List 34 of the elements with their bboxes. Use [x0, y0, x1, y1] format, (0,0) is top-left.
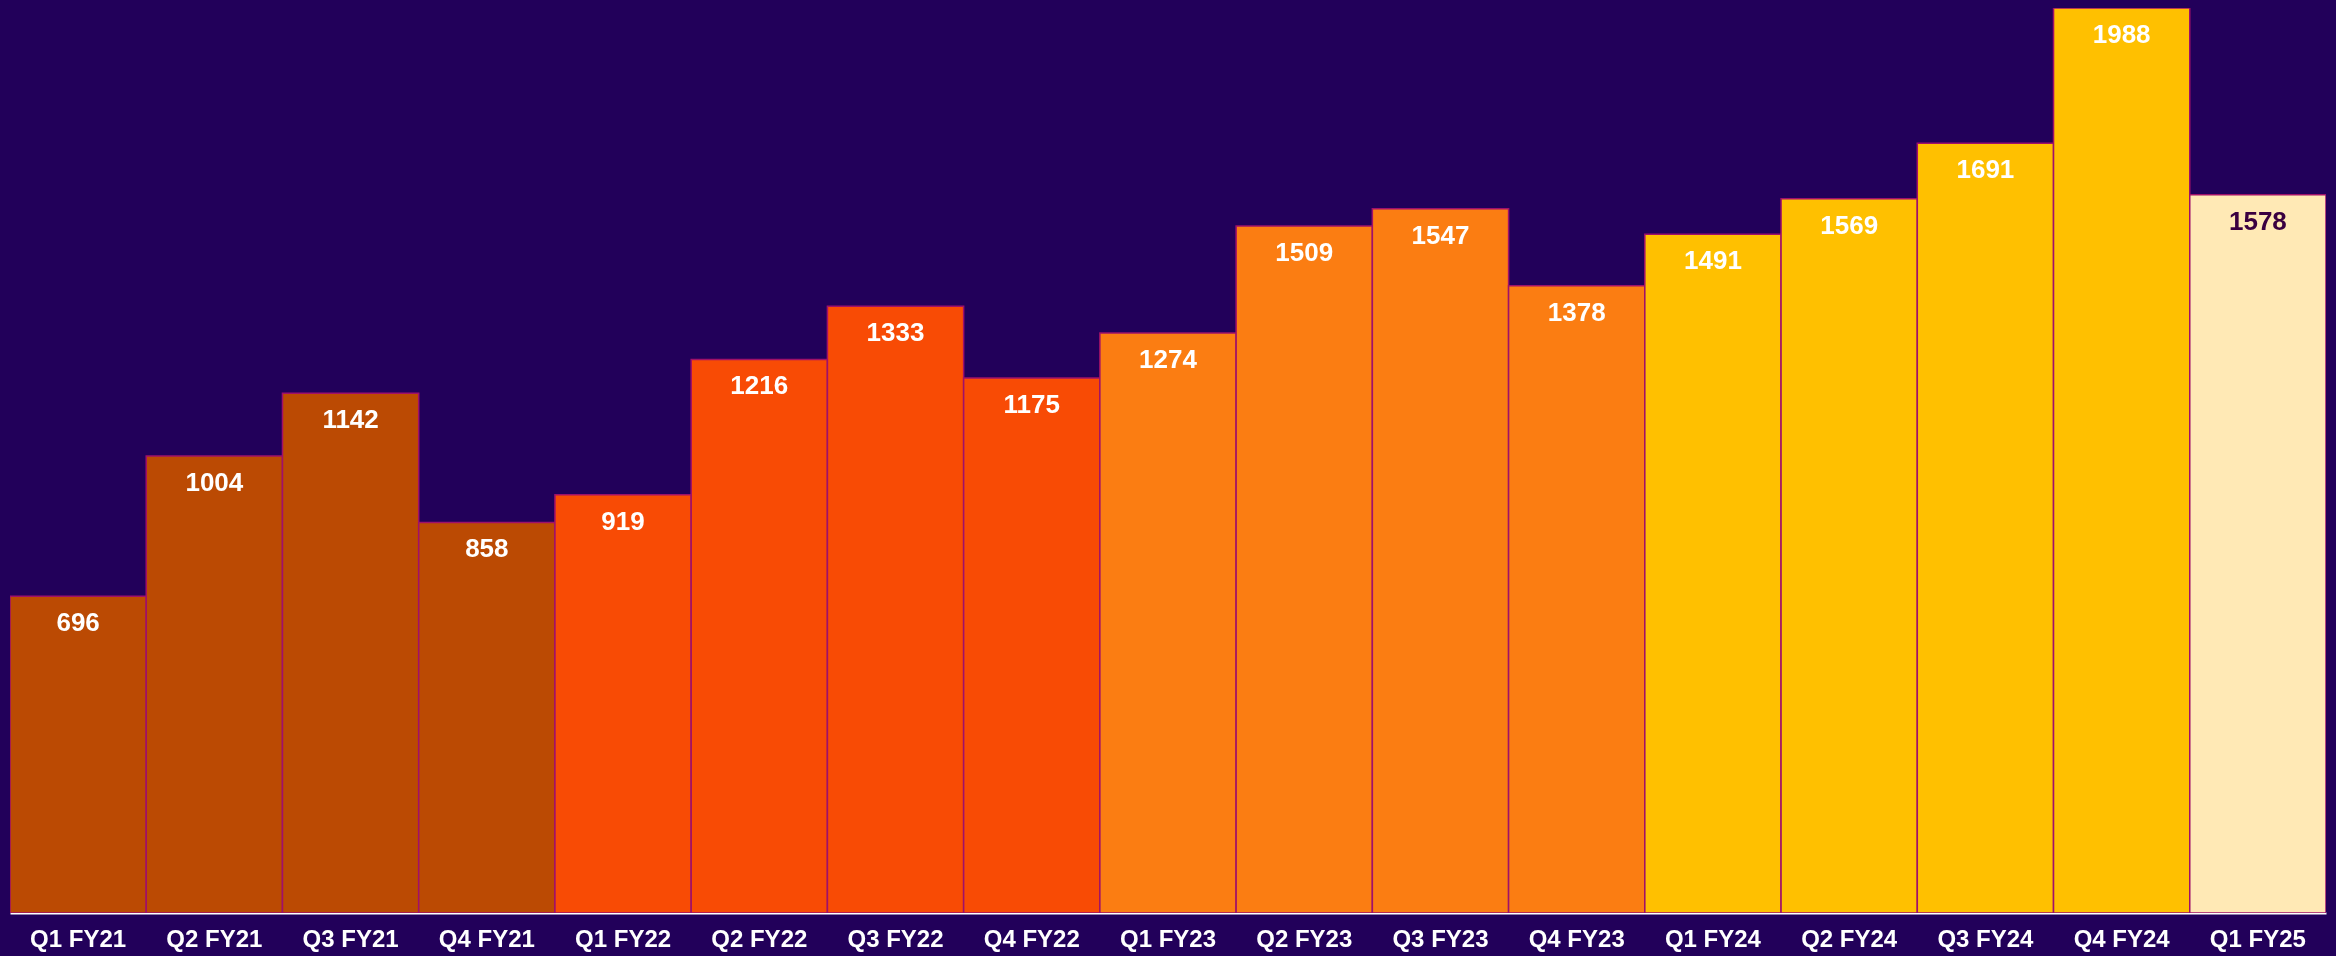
x-tick-label: Q2 FY23: [1256, 924, 1353, 952]
data-label: 1142: [322, 404, 379, 435]
data-label: 1988: [2092, 19, 2151, 49]
x-tick-label: Q4 FY21: [438, 924, 535, 952]
data-label: 919: [601, 505, 645, 536]
data-label: 1691: [1956, 154, 2015, 185]
data-label: 1378: [1547, 296, 1606, 327]
x-tick-label: Q4 FY24: [2073, 924, 2171, 952]
x-tick-label: Q1 FY21: [30, 924, 127, 952]
data-label: 1216: [730, 370, 789, 401]
data-label: 1569: [1820, 209, 1879, 240]
data-label: 1274: [1139, 344, 1198, 375]
x-tick-label: Q4 FY23: [1528, 924, 1625, 952]
x-tick-label: Q3 FY22: [847, 924, 944, 952]
x-tick-label: Q3 FY24: [1937, 924, 2035, 952]
data-label: 1547: [1411, 219, 1470, 250]
x-tick-label: Q1 FY24: [1664, 924, 1762, 952]
x-tick-label: Q1 FY25: [2209, 924, 2306, 952]
data-label: 858: [465, 533, 509, 564]
x-tick-label: Q2 FY21: [166, 924, 263, 952]
data-label: 1509: [1275, 237, 1334, 268]
data-label: 696: [56, 607, 100, 638]
x-tick-label: Q3 FY23: [1392, 924, 1489, 952]
data-label: 1175: [1003, 389, 1060, 420]
data-label: 1491: [1684, 245, 1742, 276]
x-tick-label: Q1 FY22: [575, 924, 672, 952]
x-tick-label: Q2 FY24: [1801, 924, 1898, 952]
x-tick-label: Q1 FY23: [1119, 924, 1217, 952]
data-label: 1004: [185, 466, 244, 497]
x-tick-label: Q2 FY22: [711, 924, 808, 952]
data-label: 1333: [866, 317, 925, 348]
data-label: 1578: [2228, 205, 2287, 236]
x-tick-label: Q3 FY21: [302, 924, 399, 952]
x-tick-label: Q4 FY22: [983, 924, 1080, 952]
